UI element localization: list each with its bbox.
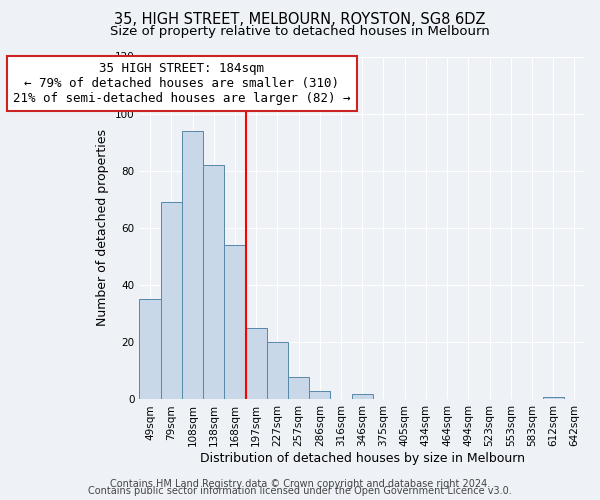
Bar	[542, 396, 564, 400]
Text: Size of property relative to detached houses in Melbourn: Size of property relative to detached ho…	[110, 25, 490, 38]
Bar	[161, 202, 182, 400]
Text: Contains public sector information licensed under the Open Government Licence v3: Contains public sector information licen…	[88, 486, 512, 496]
Bar	[288, 376, 309, 400]
Text: 35, HIGH STREET, MELBOURN, ROYSTON, SG8 6DZ: 35, HIGH STREET, MELBOURN, ROYSTON, SG8 …	[114, 12, 486, 28]
Bar	[139, 300, 161, 400]
X-axis label: Distribution of detached houses by size in Melbourn: Distribution of detached houses by size …	[200, 452, 525, 465]
Text: Contains HM Land Registry data © Crown copyright and database right 2024.: Contains HM Land Registry data © Crown c…	[110, 479, 490, 489]
Y-axis label: Number of detached properties: Number of detached properties	[96, 130, 109, 326]
Bar	[245, 328, 267, 400]
Bar	[203, 165, 224, 400]
Bar	[224, 245, 245, 400]
Bar	[267, 342, 288, 400]
Bar	[352, 394, 373, 400]
Bar	[182, 131, 203, 400]
Bar	[309, 391, 331, 400]
Text: 35 HIGH STREET: 184sqm
← 79% of detached houses are smaller (310)
21% of semi-de: 35 HIGH STREET: 184sqm ← 79% of detached…	[13, 62, 350, 105]
